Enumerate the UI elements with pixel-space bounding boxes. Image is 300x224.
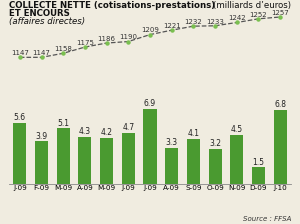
- Text: 1209: 1209: [141, 28, 159, 34]
- Bar: [122, 133, 135, 184]
- Text: 1190: 1190: [119, 34, 137, 41]
- Bar: [100, 138, 113, 184]
- Text: 1252: 1252: [250, 12, 267, 18]
- Bar: [187, 139, 200, 184]
- Text: 1158: 1158: [54, 46, 72, 52]
- Text: 1257: 1257: [271, 10, 289, 16]
- Text: 1242: 1242: [228, 15, 246, 21]
- Bar: [252, 167, 265, 184]
- Text: (milliards d’euros): (milliards d’euros): [213, 1, 291, 10]
- Text: 3.2: 3.2: [209, 139, 221, 148]
- Text: ET ENCOURS: ET ENCOURS: [9, 9, 70, 18]
- Text: 5.6: 5.6: [14, 113, 26, 122]
- Text: 1.5: 1.5: [253, 157, 265, 167]
- Text: 6.9: 6.9: [144, 99, 156, 108]
- Bar: [165, 148, 178, 184]
- Bar: [208, 149, 222, 184]
- Text: COLLECTE NETTE (cotisations-prestations): COLLECTE NETTE (cotisations-prestations): [9, 1, 215, 10]
- Bar: [143, 109, 157, 184]
- Bar: [78, 137, 92, 184]
- Text: 3.3: 3.3: [166, 138, 178, 147]
- Text: 6.8: 6.8: [274, 100, 286, 109]
- Bar: [13, 123, 26, 184]
- Text: 4.7: 4.7: [122, 123, 134, 132]
- Text: 1147: 1147: [33, 50, 50, 56]
- Text: 4.1: 4.1: [188, 129, 200, 138]
- Text: 1233: 1233: [206, 19, 224, 25]
- Text: 1175: 1175: [76, 40, 94, 46]
- Text: 4.2: 4.2: [100, 128, 112, 137]
- Bar: [230, 135, 243, 184]
- Text: 4.5: 4.5: [231, 125, 243, 134]
- Bar: [274, 110, 287, 184]
- Text: (affaires directes): (affaires directes): [9, 17, 85, 26]
- Text: 1232: 1232: [184, 19, 202, 25]
- Text: 1147: 1147: [11, 50, 29, 56]
- Bar: [57, 128, 70, 184]
- Text: 3.9: 3.9: [35, 131, 48, 140]
- Bar: [35, 141, 48, 184]
- Text: Source : FFSA: Source : FFSA: [243, 216, 291, 222]
- Text: 1186: 1186: [98, 36, 116, 42]
- Text: 5.1: 5.1: [57, 118, 69, 127]
- Text: 1221: 1221: [163, 23, 181, 29]
- Text: 4.3: 4.3: [79, 127, 91, 136]
